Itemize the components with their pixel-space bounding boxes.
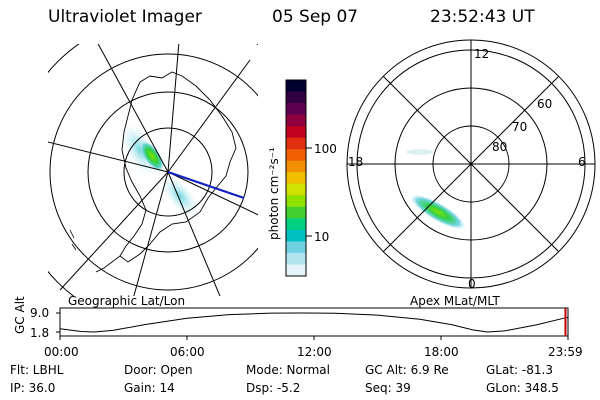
aurora-faint-patch <box>406 149 434 155</box>
status-ip: IP: 36.0 <box>10 381 56 395</box>
colorbar-band <box>286 114 306 127</box>
mag-panel-title: Apex MLat/MLT <box>410 294 500 308</box>
observation-time: 23:52:43 UT <box>430 7 535 27</box>
colorbar-band <box>286 229 306 242</box>
colorbar-band <box>286 160 306 173</box>
lat-label-60: 60 <box>537 97 553 111</box>
colorbar-band <box>286 206 306 219</box>
orbit-xtick-4: 23:59 <box>548 345 583 359</box>
mlt-label-right: 6 <box>578 155 586 169</box>
colorbar-band <box>286 137 306 150</box>
status-seq: Seq: 39 <box>365 381 411 395</box>
status-gain: Gain: 14 <box>124 381 175 395</box>
lat-label-80: 80 <box>492 140 508 154</box>
colorbar-band <box>286 264 306 277</box>
lat-label-70: 70 <box>512 120 528 134</box>
orbit-ylabel: GC Alt <box>13 296 27 334</box>
satellite-track <box>167 171 245 199</box>
colorbar-band <box>286 252 306 265</box>
status-glon: GLon: 348.5 <box>486 381 559 395</box>
mlt-label-top: 12 <box>474 47 490 61</box>
colorbar-band <box>286 172 306 185</box>
colorbar-band <box>286 241 306 254</box>
mlt-line-diag-2 <box>382 75 560 253</box>
colorbar-band <box>286 195 306 208</box>
colorbar-band <box>286 149 306 162</box>
aurora-tail <box>160 174 200 218</box>
status-filter: Flt: LBHL <box>10 363 64 377</box>
observation-date: 05 Sep 07 <box>272 7 359 27</box>
status-gc-alt: GC Alt: 6.9 Re <box>365 363 449 377</box>
colorbar-band <box>286 91 306 104</box>
mlt-label-bottom: 0 <box>468 277 476 291</box>
orbit-ytick-bottom: 1.8 <box>30 326 50 340</box>
status-glat: GLat: -81.3 <box>486 363 553 377</box>
status-dsp: Dsp: -5.2 <box>246 381 301 395</box>
colorbar-tick-label-10: 10 <box>314 230 330 244</box>
colorbar-band <box>286 126 306 139</box>
status-door: Door: Open <box>124 363 193 377</box>
orbit-ytick-top: 9.0 <box>30 306 50 320</box>
orbit-xtick-1: 06:00 <box>170 345 205 359</box>
status-mode: Mode: Normal <box>246 363 330 377</box>
colorbar-band <box>286 183 306 196</box>
mlt-label-left: 18 <box>348 155 364 169</box>
colorbar-band <box>286 80 306 93</box>
orbit-xtick-2: 12:00 <box>297 345 332 359</box>
colorbar-band <box>286 103 306 116</box>
altitude-curve <box>59 312 569 333</box>
aurora-emission <box>139 140 165 172</box>
orbit-xtick-0: 00:00 <box>44 345 79 359</box>
colorbar-band <box>286 218 306 231</box>
geo-panel-title: Geographic Lat/Lon <box>68 294 186 308</box>
instrument-title: Ultraviolet Imager <box>48 7 202 27</box>
aurora-oval <box>409 194 467 230</box>
colorbar-tick-label-100: 100 <box>314 142 337 156</box>
orbit-xtick-3: 18:00 <box>424 345 459 359</box>
